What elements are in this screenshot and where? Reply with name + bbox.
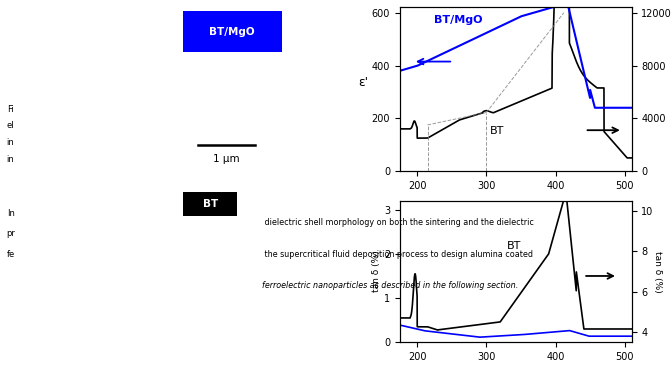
Y-axis label: tan δ (%): tan δ (%) xyxy=(653,251,662,292)
Text: 1 μm: 1 μm xyxy=(213,154,240,164)
Y-axis label: ε': ε' xyxy=(358,76,368,89)
Text: the supercritical fluid deposition process to design alumina coated: the supercritical fluid deposition proce… xyxy=(262,250,533,259)
Text: in: in xyxy=(7,138,15,147)
Text: dielectric shell morphology on both the sintering and the dielectric: dielectric shell morphology on both the … xyxy=(262,218,534,227)
Text: pr: pr xyxy=(7,229,15,238)
Text: in: in xyxy=(7,155,15,164)
Text: ferroelectric nanoparticles as described in the following section.: ferroelectric nanoparticles as described… xyxy=(262,281,518,290)
Bar xyxy=(183,192,237,216)
Text: fe: fe xyxy=(7,250,15,259)
Y-axis label: tan δ (%): tan δ (%) xyxy=(372,251,381,292)
Text: BT/MgO: BT/MgO xyxy=(434,15,483,25)
Text: BT/MgO: BT/MgO xyxy=(209,27,255,36)
Text: BT: BT xyxy=(507,241,521,251)
Text: BT: BT xyxy=(490,126,504,136)
Text: Fi: Fi xyxy=(7,105,13,113)
Text: In: In xyxy=(7,209,15,218)
Text: el: el xyxy=(7,121,14,130)
Text: BT: BT xyxy=(203,199,218,209)
